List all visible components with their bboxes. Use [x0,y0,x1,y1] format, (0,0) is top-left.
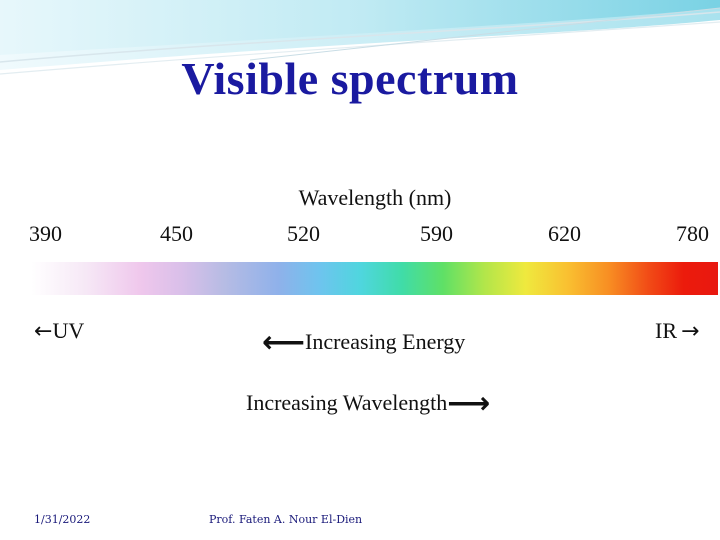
tick-780: 780 [676,221,709,246]
footer-author: Prof. Faten A. Nour El-Dien [209,513,363,526]
uv-label: UV [52,318,85,343]
tick-620: 620 [548,221,581,246]
ir-label-group: IR → [655,318,699,344]
energy-label-group: ⟵Increasing Energy [262,322,466,360]
header-swoosh-decoration [0,0,720,75]
wavelength-label-group: Increasing Wavelength⟶ [246,383,491,421]
tick-390: 390 [29,221,62,246]
left-arrow-icon: ⟵ [262,325,306,360]
tick-450: 450 [160,221,193,246]
ir-label: IR [655,318,677,343]
energy-label: Increasing Energy [305,329,466,354]
wavelength-axis-label: Wavelength (nm) [298,185,452,210]
footer-date: 1/31/2022 [34,513,91,526]
wavelength-label: Increasing Wavelength [246,390,448,415]
right-arrow-icon: ⟶ [447,386,491,421]
slide-title: Visible spectrum [181,53,519,104]
uv-label-group: ←UV [34,318,84,344]
tick-520: 520 [287,221,320,246]
right-arrow-icon: → [681,319,700,344]
tick-590: 590 [420,221,453,246]
left-arrow-icon: ← [34,319,53,344]
visible-spectrum-bar [31,262,718,295]
